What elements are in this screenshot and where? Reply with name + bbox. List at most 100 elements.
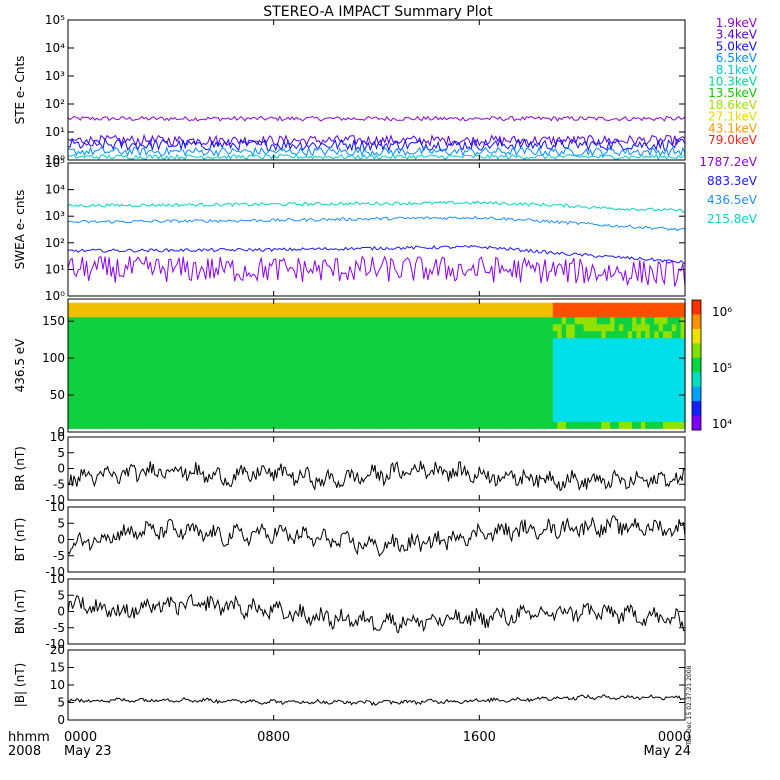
heatmap-cell — [195, 337, 201, 346]
heatmap-cell — [482, 302, 488, 311]
heatmap-cell — [447, 421, 452, 429]
heatmap-cell — [407, 337, 413, 346]
heatmap-cell — [508, 330, 514, 339]
heatmap-cell — [385, 323, 391, 332]
legend-entry: 18.6keV — [708, 98, 758, 112]
y-tick-label: -5 — [53, 477, 65, 491]
heatmap-cell — [596, 351, 602, 360]
heatmap-cell — [350, 344, 356, 353]
heatmap-cell — [548, 393, 554, 401]
y-tick-label: 10 — [50, 500, 65, 514]
heatmap-cell — [425, 421, 430, 429]
heatmap-cell — [253, 330, 259, 339]
heatmap-cell — [588, 414, 593, 422]
heatmap-cell — [217, 421, 223, 429]
heatmap-cell — [266, 365, 272, 374]
heatmap-cell — [380, 309, 386, 318]
heatmap-cell — [266, 351, 272, 360]
heatmap-cell — [279, 358, 285, 367]
heatmap-cell — [367, 407, 373, 415]
heatmap-cell — [283, 365, 289, 374]
heatmap-cell — [614, 316, 620, 325]
heatmap-cell — [222, 379, 228, 388]
heatmap-cell — [125, 365, 131, 374]
heatmap-cell — [627, 400, 633, 408]
heatmap-cell — [398, 316, 404, 325]
heatmap-cell — [200, 323, 206, 332]
heatmap-cell — [469, 414, 475, 422]
heatmap-cell — [579, 400, 585, 408]
heatmap-cell — [120, 365, 126, 374]
heatmap-cell — [517, 323, 523, 332]
heatmap-cell — [90, 386, 95, 394]
heatmap-cell — [517, 421, 523, 429]
heatmap-cell — [552, 421, 558, 429]
heatmap-cell — [288, 386, 294, 394]
heatmap-cell — [213, 372, 219, 381]
heatmap-cell — [116, 400, 122, 408]
heatmap-cell — [667, 414, 673, 422]
heatmap-cell — [103, 421, 109, 429]
heatmap-cell — [81, 365, 87, 374]
heatmap-cell — [244, 309, 250, 318]
heatmap-cell — [354, 302, 360, 311]
heatmap-cell — [142, 400, 148, 408]
heatmap-cell — [504, 358, 510, 367]
heatmap-cell — [306, 330, 311, 339]
heatmap-cell — [482, 358, 488, 367]
heatmap-cell — [460, 400, 466, 408]
heatmap-cell — [667, 302, 673, 311]
heatmap-cell — [94, 316, 100, 325]
heatmap-cell — [429, 365, 435, 374]
heatmap-cell — [314, 302, 320, 311]
heatmap-cell — [583, 316, 589, 325]
heatmap-cell — [438, 316, 444, 325]
heatmap-cell — [350, 358, 356, 367]
heatmap-cell — [460, 386, 466, 394]
heatmap-cell — [204, 421, 210, 429]
heatmap-cell — [292, 393, 298, 401]
heatmap-cell — [120, 386, 126, 394]
series-line-215.8eV — [67, 200, 686, 213]
heatmap-cell — [283, 309, 289, 318]
heatmap-cell — [663, 337, 668, 346]
heatmap-cell — [636, 302, 642, 311]
heatmap-cell — [270, 421, 276, 429]
heatmap-cell — [204, 337, 210, 346]
heatmap-cell — [138, 330, 144, 339]
heatmap-cell — [486, 386, 492, 394]
heatmap-cell — [134, 316, 140, 325]
heatmap-cell — [455, 302, 461, 311]
heatmap-cell — [354, 337, 360, 346]
heatmap-cell — [640, 351, 646, 360]
series-line-5.0keV — [67, 137, 686, 152]
heatmap-cell — [517, 351, 523, 360]
heatmap-cell — [486, 372, 492, 381]
heatmap-cell — [319, 337, 325, 346]
heatmap-cell — [297, 407, 303, 415]
heatmap-cell — [341, 365, 347, 374]
series-line-8.1keV — [67, 153, 686, 161]
heatmap-cell — [429, 400, 435, 408]
heatmap-cell — [68, 407, 73, 415]
y-tick-label: 0 — [57, 533, 65, 547]
heatmap-cell — [372, 358, 378, 367]
heatmap-cell — [253, 316, 259, 325]
heatmap-cell — [297, 393, 303, 401]
heatmap-cell — [178, 309, 184, 318]
heatmap-cell — [372, 400, 378, 408]
heatmap-cell — [239, 344, 245, 353]
heatmap-cell — [521, 407, 527, 415]
heatmap-cell — [85, 379, 91, 388]
heatmap-cell — [125, 351, 131, 360]
series-line-br — [67, 460, 686, 492]
heatmap-cell — [178, 365, 184, 374]
heatmap-cell — [275, 323, 281, 332]
heatmap-cell — [235, 400, 241, 408]
heatmap-cell — [261, 323, 267, 332]
heatmap-cell — [583, 421, 589, 429]
heatmap-cell — [332, 379, 338, 388]
heatmap-cell — [596, 309, 602, 318]
heatmap-cell — [332, 421, 338, 429]
heatmap-cell — [345, 414, 351, 422]
